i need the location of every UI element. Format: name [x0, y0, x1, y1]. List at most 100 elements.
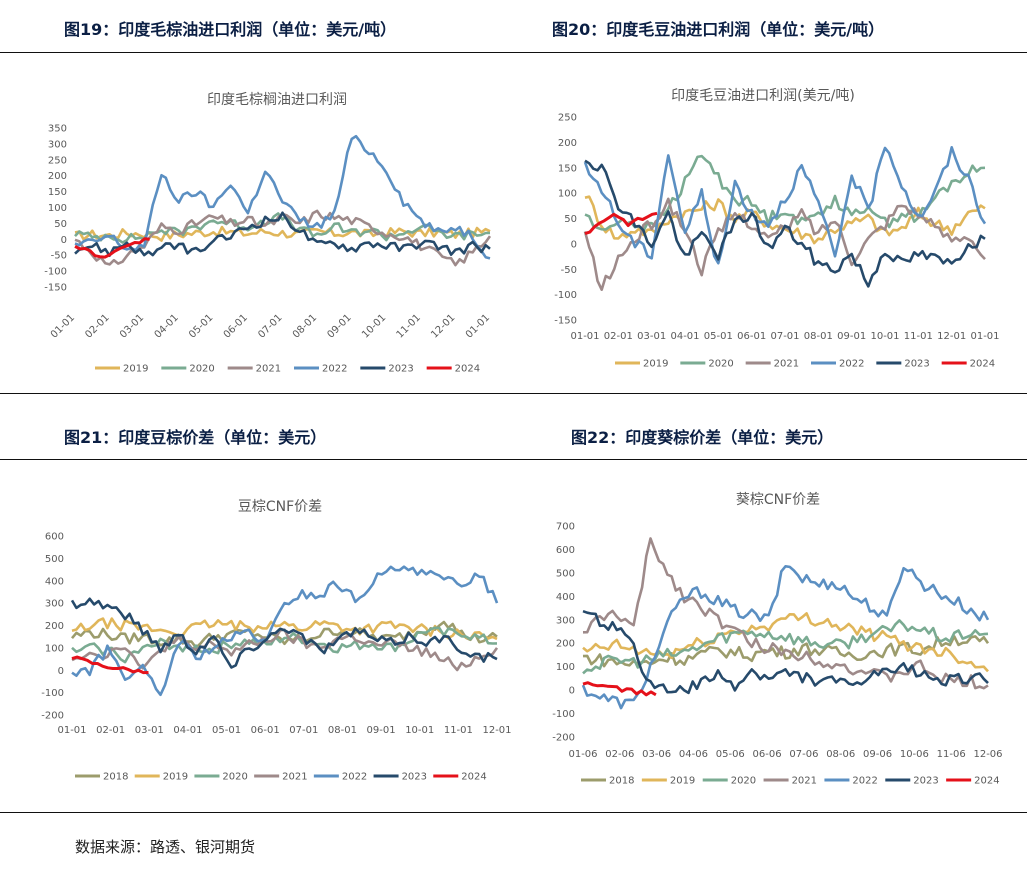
x-tick-label: 03-06 [642, 749, 671, 760]
series-line-2023 [584, 159, 986, 288]
fig19-caption: 图19：印度毛棕油进口利润（单位：美元/吨） [64, 20, 397, 39]
legend-label-2019: 2019 [123, 364, 148, 375]
legend-label-2020: 2020 [731, 776, 756, 787]
x-tick-label: 04-01 [153, 312, 181, 340]
series-line-2022 [583, 146, 987, 265]
chart-fig22: 葵棕CNF价差 -200 -100 0 100 200 300 400 500 600 700 01-… [552, 492, 1002, 787]
legend-label-2024: 2024 [455, 364, 480, 375]
y-tick-label: 200 [45, 621, 64, 632]
legend-label-2022: 2022 [322, 364, 347, 375]
legend-label-2022: 2022 [852, 776, 877, 787]
x-tick-label: 07-01 [289, 725, 318, 736]
y-tick-label: -150 [44, 283, 67, 294]
y-tick-label: 500 [45, 554, 64, 565]
y-tick-label: 300 [45, 599, 64, 610]
x-tick-label: 11-06 [937, 749, 966, 760]
y-tick-label: 50 [54, 219, 67, 230]
y-tick-label: 0 [569, 686, 575, 697]
x-tick-label: 01-01 [464, 312, 492, 340]
legend-label-2018: 2018 [103, 772, 128, 783]
y-tick-label: 700 [556, 522, 575, 533]
legend-label-2021: 2021 [282, 772, 307, 783]
x-tick-label: 10-01 [405, 725, 434, 736]
y-tick-label: 400 [556, 592, 575, 603]
x-tick-label: 02-01 [604, 331, 633, 342]
series-line-2020 [74, 212, 491, 244]
chart-title: 豆棕CNF价差 [238, 499, 322, 515]
legend-label-2023: 2023 [388, 364, 413, 375]
x-tick-label: 06-06 [753, 749, 782, 760]
chart-title: 葵棕CNF价差 [736, 492, 820, 508]
series-line-2019 [582, 612, 989, 673]
divider-middle-1 [0, 393, 1027, 394]
source-note: 数据来源：路透、银河期货 [75, 838, 256, 856]
x-tick-label: 02-01 [83, 312, 111, 340]
y-tick-label: 600 [45, 532, 64, 543]
legend-label-2019: 2019 [643, 359, 668, 370]
x-tick-label: 10-01 [870, 331, 899, 342]
x-tick-label: 03-01 [135, 725, 164, 736]
x-tick-label: 06-01 [222, 312, 250, 340]
x-tick-label: 01-01 [570, 331, 599, 342]
series-line-2022 [74, 134, 491, 260]
series-line-2023 [582, 609, 989, 695]
x-tick-label: 02-06 [605, 749, 634, 760]
series-line-2024 [74, 237, 150, 259]
x-tick-label: 03-01 [637, 331, 666, 342]
x-tick-label: 05-06 [716, 749, 745, 760]
x-tick-label: 05-01 [212, 725, 241, 736]
chart-fig21: 豆棕CNF价差 -200 -100 0 100 200 300 400 500 600 01-01 0… [41, 499, 511, 783]
x-tick-label: 10-01 [360, 312, 388, 340]
y-tick-label: -100 [552, 709, 575, 720]
x-tick-label: 11-01 [444, 725, 473, 736]
x-tick-label: 09-01 [367, 725, 396, 736]
legend-label-2020: 2020 [222, 772, 247, 783]
series-line-2019 [71, 617, 498, 641]
x-tick-label: 06-01 [737, 331, 766, 342]
legend-label-2024: 2024 [974, 776, 999, 787]
x-tick-label: 12-01 [429, 312, 457, 340]
series-line-2023 [70, 597, 498, 669]
y-tick-label: -200 [41, 711, 64, 722]
series-line-2022 [71, 565, 499, 697]
y-tick-label: 100 [48, 203, 67, 214]
y-tick-label: 250 [48, 155, 67, 166]
x-tick-label: 01-01 [57, 725, 86, 736]
x-tick-label: 10-06 [900, 749, 929, 760]
y-tick-label: 200 [48, 171, 67, 182]
y-tick-label: 400 [45, 576, 64, 587]
legend-label-2020: 2020 [189, 364, 214, 375]
legend-label-2024: 2024 [461, 772, 486, 783]
legend-label-2022: 2022 [342, 772, 367, 783]
x-tick-label: 05-01 [187, 312, 215, 340]
x-tick-label: 07-01 [256, 312, 284, 340]
series-line-2018 [70, 620, 498, 649]
x-tick-label: 08-01 [328, 725, 357, 736]
series-line-2022 [581, 565, 990, 710]
x-tick-label: 01-06 [568, 749, 597, 760]
x-tick-label: 04-06 [679, 749, 708, 760]
divider-middle-2 [0, 459, 1027, 460]
series-line-2020 [71, 626, 498, 664]
y-tick-label: 250 [558, 113, 577, 124]
y-tick-label: 350 [48, 124, 67, 135]
series-line-2023 [74, 211, 491, 257]
x-tick-label: 01-01 [49, 312, 77, 340]
legend-label-2023: 2023 [402, 772, 427, 783]
x-tick-label: 02-01 [96, 725, 125, 736]
fig20-caption: 图20：印度毛豆油进口利润（单位：美元/吨） [552, 20, 885, 39]
y-tick-label: -50 [561, 265, 577, 276]
x-tick-label: 09-01 [837, 331, 866, 342]
x-tick-label: 01-01 [970, 331, 999, 342]
x-tick-label: 03-01 [118, 312, 146, 340]
series-line-2021 [582, 537, 989, 690]
divider-top [0, 52, 1027, 53]
x-tick-label: 07-06 [789, 749, 818, 760]
legend-label-2019: 2019 [670, 776, 695, 787]
series-line-2024 [71, 655, 149, 675]
x-tick-label: 04-01 [670, 331, 699, 342]
x-tick-label: 08-01 [804, 331, 833, 342]
series-line-2024 [582, 681, 657, 697]
x-tick-label: 12-06 [973, 749, 1002, 760]
legend-label-2018: 2018 [609, 776, 634, 787]
